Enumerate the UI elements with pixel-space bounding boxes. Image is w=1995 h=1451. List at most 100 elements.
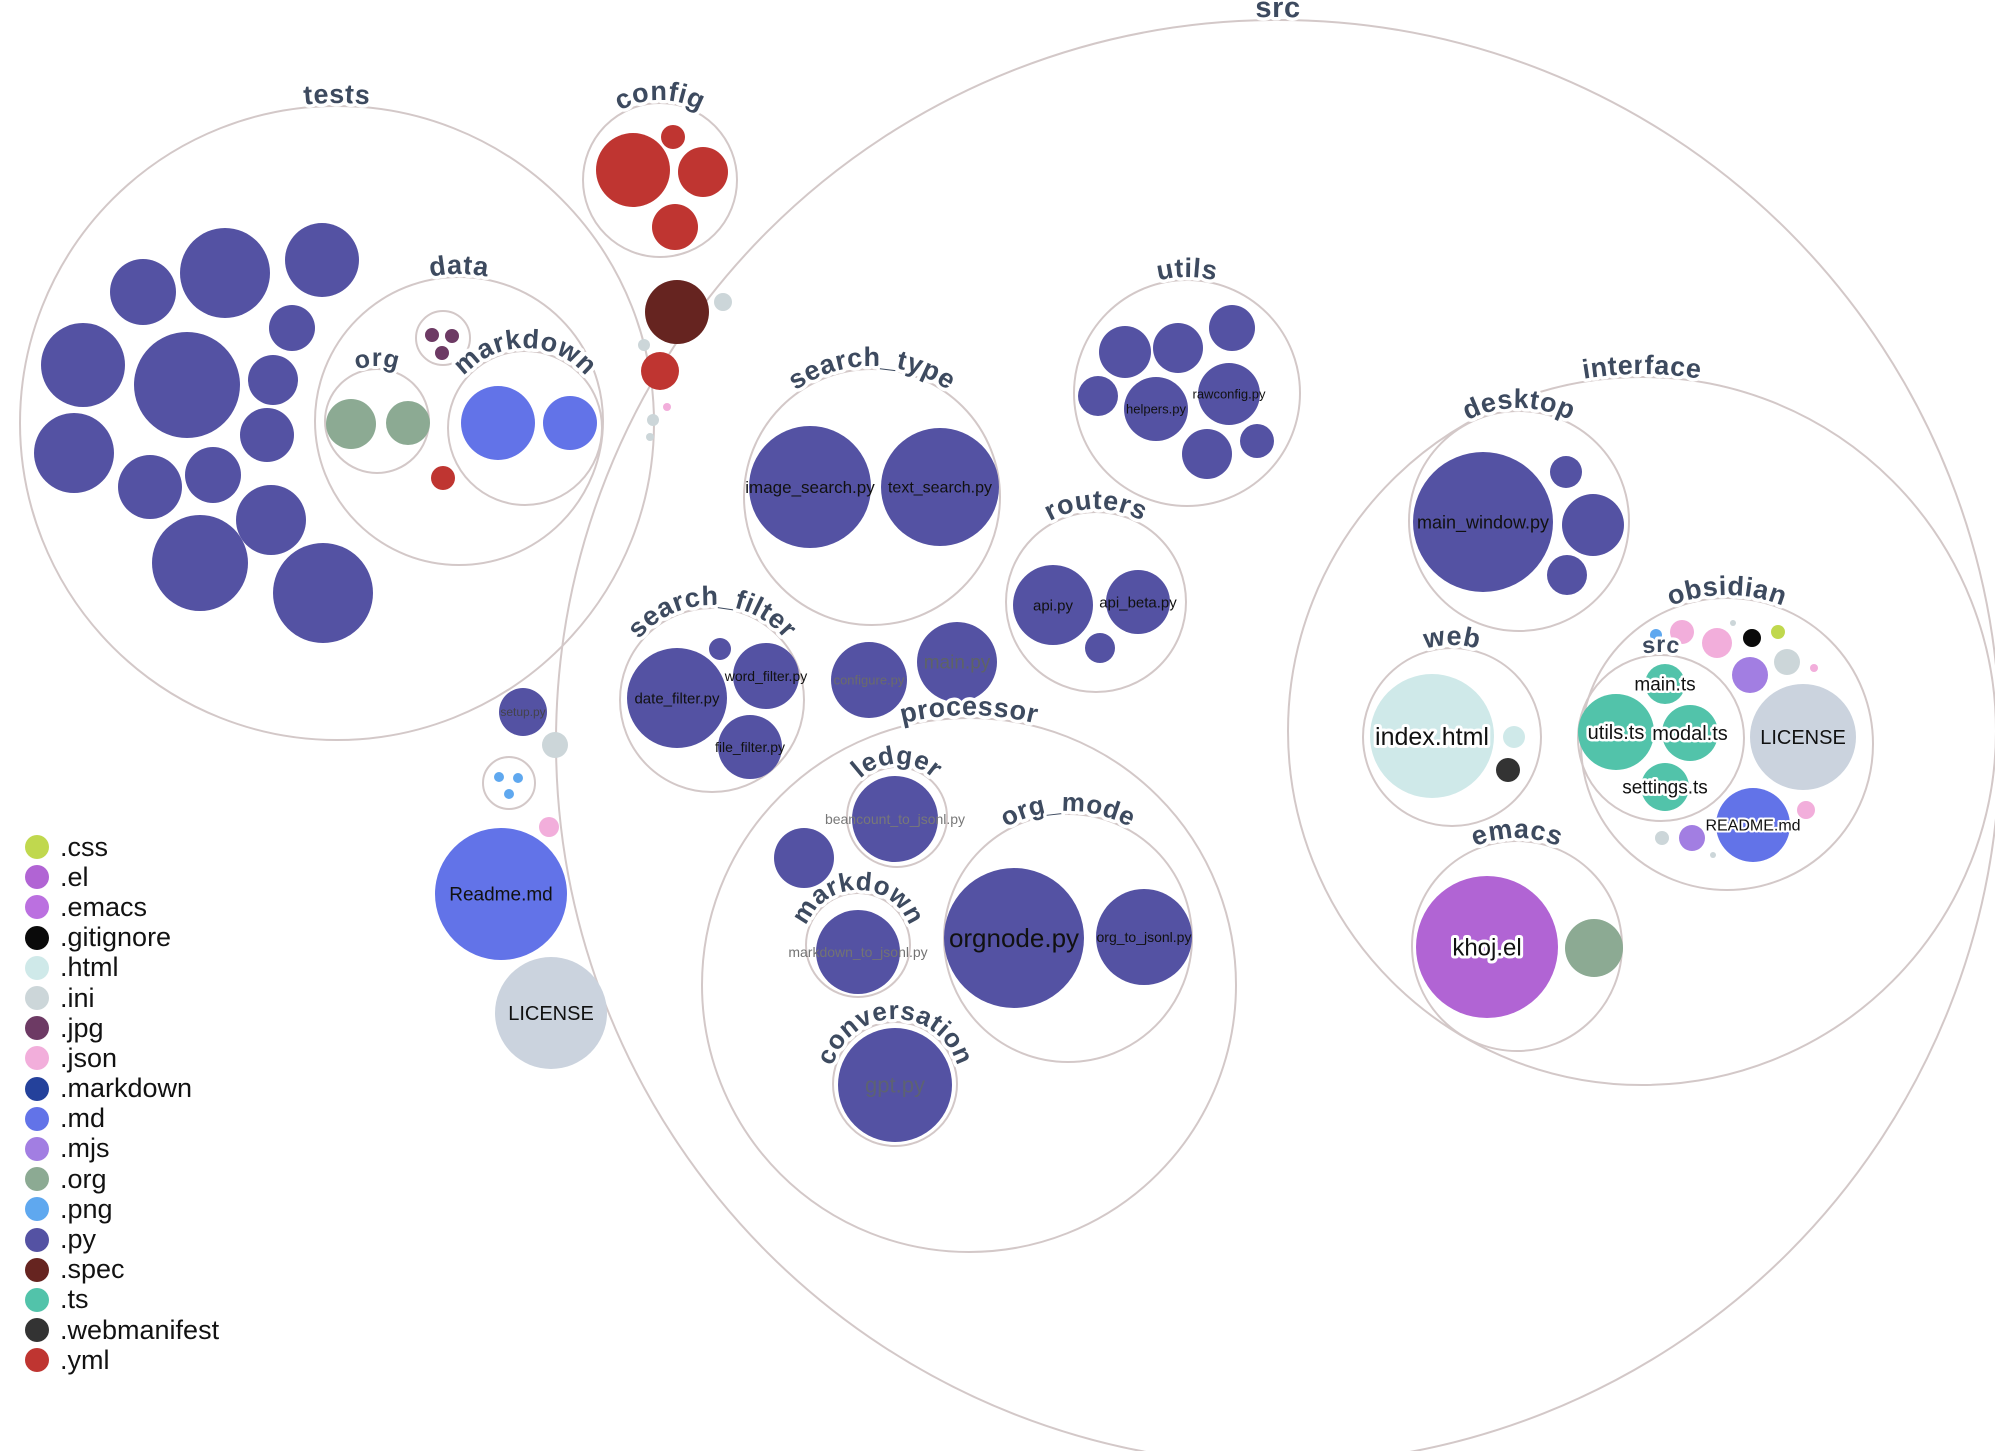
legend-label: .ts <box>60 1284 89 1315</box>
legend-label: .emacs <box>60 891 148 922</box>
legend-color-dot-ts <box>25 1287 49 1312</box>
folder-label-data-org: org <box>351 344 402 375</box>
legend-label: .png <box>60 1193 113 1224</box>
folder-label-src-interface-obsidian: obsidian <box>1663 571 1791 612</box>
folder-circle-root-png-cluster <box>482 756 536 810</box>
file-circle-yml-17 <box>652 204 698 250</box>
legend-row-gitignore: .gitignore <box>25 923 219 953</box>
file-label-rawconfig.py: rawconfig.py <box>1193 387 1266 402</box>
file-circle-markdown_to_jsonl.py <box>816 910 900 994</box>
legend-label: .yml <box>60 1344 110 1375</box>
legend-color-dot-webmanifest <box>25 1318 49 1343</box>
file-circle-org_to_jsonl.py <box>1096 889 1192 985</box>
file-circle-py-6 <box>248 355 298 405</box>
folder-label-src-search_filter: search_filter <box>621 581 803 644</box>
file-circle-org-18 <box>326 399 376 449</box>
legend-color-dot-json <box>25 1046 49 1071</box>
legend-row-md: .md <box>25 1104 219 1134</box>
folder-label-src-interface: interface <box>1580 350 1703 385</box>
folder-circle-data-jpg-cluster <box>415 310 471 366</box>
file-circle-py-0 <box>110 259 176 325</box>
legend-color-dot-css <box>25 835 49 860</box>
file-circle-py-8 <box>34 413 114 493</box>
file-circle-ini-32 <box>646 433 654 441</box>
file-label-khoj.el: khoj.el <box>1452 934 1521 961</box>
file-circle-yml-14 <box>596 133 670 207</box>
file-circle-ini-27 <box>714 293 732 311</box>
folder-label-src-interface-web: web <box>1420 621 1483 655</box>
file-label-markdown_to_jsonl.py: markdown_to_jsonl.py <box>788 944 927 960</box>
file-label-Readme.md: Readme.md <box>449 885 553 906</box>
file-circle-gitignore-86 <box>1743 629 1761 647</box>
file-circle-spec-26 <box>645 280 709 344</box>
legend-label: .ini <box>60 982 95 1013</box>
folder-circle-src-routers <box>1005 511 1187 693</box>
legend-row-json: .json <box>25 1043 219 1073</box>
file-circle-LICENSE <box>495 957 607 1069</box>
file-circle-py-12 <box>152 515 248 611</box>
file-circle-yml-16 <box>678 147 728 197</box>
file-circle-yml-29 <box>641 352 679 390</box>
file-circle-api_beta.py <box>1106 570 1170 634</box>
file-circle-jpg-21 <box>445 329 459 343</box>
file-circle-mjs-92 <box>1679 825 1705 851</box>
file-circle-py-52 <box>1078 376 1118 416</box>
legend-color-dot-yml <box>25 1348 49 1373</box>
file-circle-configure.py <box>831 642 907 718</box>
file-label-main.ts: main.ts <box>1634 675 1695 696</box>
file-label-image_search.py: image_search.py <box>745 478 875 497</box>
legend-color-dot-mjs <box>25 1136 49 1161</box>
file-circle-yml-15 <box>661 125 685 149</box>
file-circle-main.ts <box>1645 664 1685 704</box>
legend-row-markdown: .markdown <box>25 1074 219 1104</box>
file-extension-legend: .css .el .emacs .gitignore .html .ini .jpg .jso… <box>25 832 219 1375</box>
legend-color-dot-py <box>25 1227 49 1252</box>
folder-label-data-markdown: markdown <box>447 324 603 381</box>
file-circle-webmanifest-72 <box>1496 758 1520 782</box>
file-circle-index.html <box>1370 674 1494 798</box>
file-circle-yml-25 <box>431 466 455 490</box>
file-label-helpers.py: helpers.py <box>1126 402 1186 417</box>
legend-color-dot-markdown <box>25 1076 49 1101</box>
folder-circle-src-processor <box>701 717 1237 1253</box>
file-circle-json-38 <box>539 817 559 837</box>
file-circle-py-7 <box>240 408 294 462</box>
file-circle-jpg-22 <box>435 346 449 360</box>
legend-label: .css <box>60 831 109 862</box>
folder-circle-src-interface-desktop <box>1408 410 1630 632</box>
legend-label: .json <box>60 1042 118 1073</box>
legend-row-html: .html <box>25 953 219 983</box>
file-circle-Readme.md <box>435 828 567 960</box>
file-circle-image_search.py <box>749 426 871 548</box>
file-circle-png-37 <box>504 789 514 799</box>
file-circle-py-5 <box>269 305 315 351</box>
legend-row-mjs: .mjs <box>25 1134 219 1164</box>
file-circle-json-90 <box>1797 801 1815 819</box>
legend-color-dot-org <box>25 1167 49 1192</box>
legend-label: .jpg <box>60 1012 104 1043</box>
file-circle-css-87 <box>1771 625 1785 639</box>
file-circle-rawconfig.py <box>1198 363 1260 425</box>
file-circle-LICENSE <box>1750 684 1856 790</box>
legend-row-spec: .spec <box>25 1255 219 1285</box>
folder-circle-data-markdown <box>447 350 603 506</box>
legend-row-yml: .yml <box>25 1345 219 1375</box>
file-label-word_filter.py: word_filter.py <box>724 668 807 684</box>
legend-color-dot-html <box>25 955 49 980</box>
folder-label-src-routers: routers <box>1039 485 1152 527</box>
folder-circle-config <box>582 102 738 258</box>
file-circle-org-74 <box>1565 919 1623 977</box>
file-label-setup.py: setup.py <box>500 705 545 719</box>
legend-row-py: .py <box>25 1224 219 1254</box>
legend-row-png: .png <box>25 1194 219 1224</box>
file-circle-py-68 <box>1562 494 1624 556</box>
folder-circle-src-search_type <box>743 368 1001 626</box>
file-label-beancount_to_jsonl.py: beancount_to_jsonl.py <box>825 811 965 827</box>
legend-label: .py <box>60 1224 97 1255</box>
file-circle-py-69 <box>1547 555 1587 595</box>
file-circle-ini-91 <box>1655 831 1669 845</box>
file-circle-ini-31 <box>647 414 659 426</box>
file-labels: setup.py Readme.md LICENSE image_search.py t… <box>449 387 1846 1098</box>
